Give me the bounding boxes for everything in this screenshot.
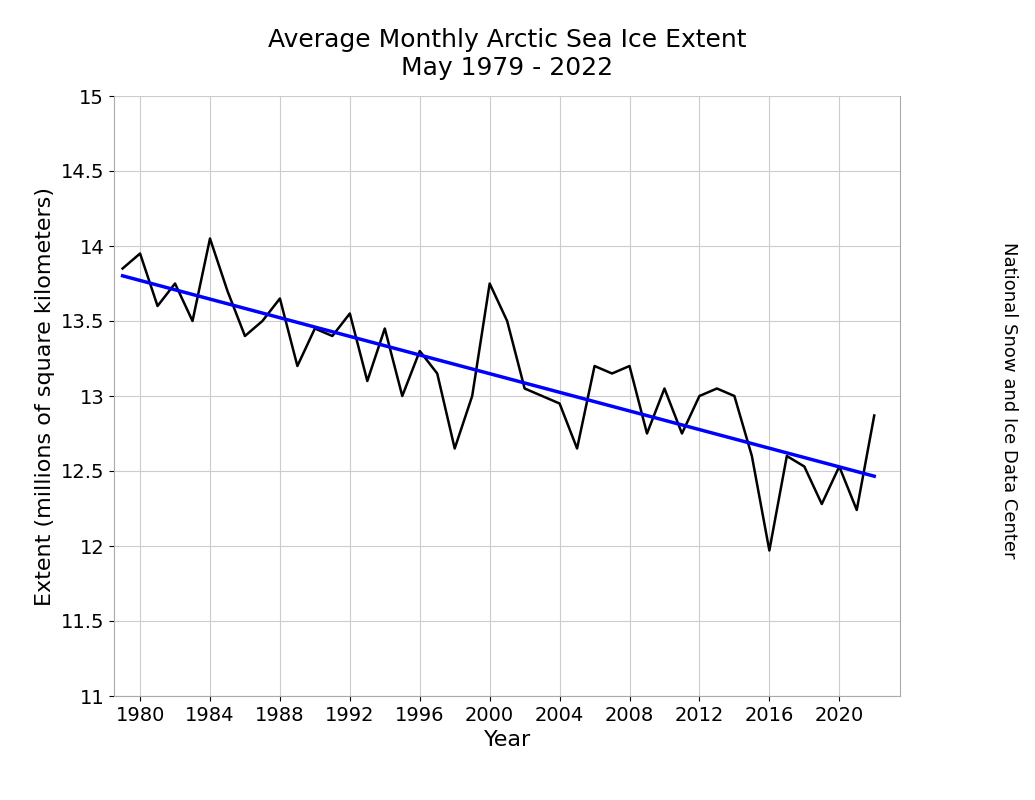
Text: National Snow and Ice Data Center: National Snow and Ice Data Center bbox=[1000, 242, 1018, 558]
Y-axis label: Extent (millions of square kilometers): Extent (millions of square kilometers) bbox=[35, 186, 55, 606]
Title: Average Monthly Arctic Sea Ice Extent
May 1979 - 2022: Average Monthly Arctic Sea Ice Extent Ma… bbox=[268, 28, 746, 80]
X-axis label: Year: Year bbox=[483, 730, 531, 750]
